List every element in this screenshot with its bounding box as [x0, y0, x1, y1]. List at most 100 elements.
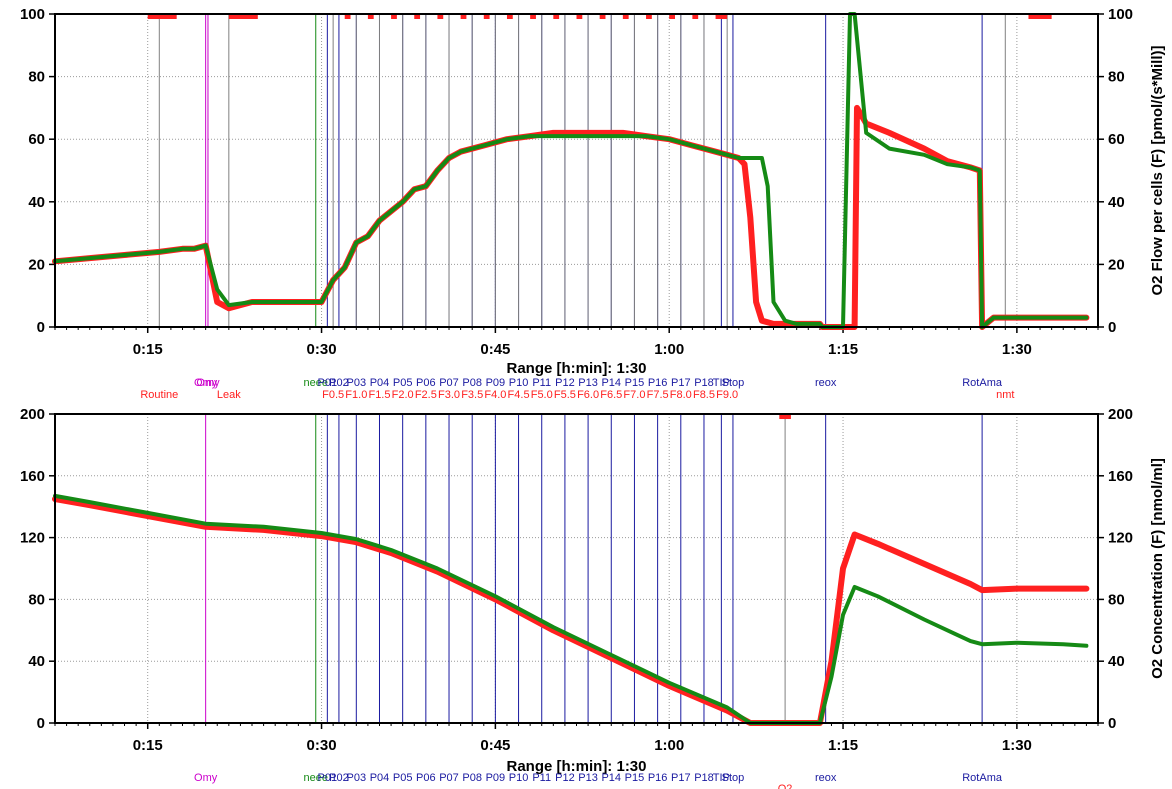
event-label: P17 [671, 377, 691, 389]
event-label: RotAma [962, 772, 1003, 784]
y-tick-label-left: 160 [20, 468, 45, 485]
event-marker-bar [692, 13, 699, 19]
event-label-red: F2.0 [392, 389, 414, 401]
series-line-green [53, 12, 1089, 329]
y-tick-label-right: 120 [1108, 530, 1133, 547]
y-axis-title-right: O2 Flow per cells (F) [pmol/(s*Mill)] [1149, 45, 1166, 295]
event-label: P03 [347, 772, 367, 784]
event-label: Omy [194, 772, 218, 784]
event-label-red: F6.0 [577, 389, 599, 401]
event-label: P04 [370, 772, 390, 784]
event-label: P15 [625, 772, 645, 784]
event-label: RotAma [962, 377, 1003, 389]
event-marker-bar [228, 13, 258, 19]
event-label-red: F8.5 [693, 389, 715, 401]
event-marker-bar [506, 13, 513, 19]
event-label: P10 [509, 377, 529, 389]
event-label: P01 [318, 377, 338, 389]
y-tick-label-left: 80 [28, 69, 45, 86]
event-label-red: Leak [217, 389, 241, 401]
event-label: P02 [329, 772, 349, 784]
event-label-red: F0.5 [322, 389, 344, 401]
event-label: P10 [509, 772, 529, 784]
event-marker-bar [367, 13, 374, 19]
event-label: P13 [578, 772, 598, 784]
series-line-red [52, 496, 1090, 726]
x-tick-label: 0:45 [480, 737, 510, 754]
event-marker-bar [779, 413, 791, 419]
event-label-red: F1.5 [368, 389, 390, 401]
event-label-red: F3.0 [438, 389, 460, 401]
event-marker-bar [530, 13, 536, 19]
event-label: TIP [713, 772, 730, 784]
y-tick-label-right: 60 [1108, 131, 1125, 148]
y-tick-label-right: 80 [1108, 69, 1125, 86]
event-label: P09 [486, 377, 506, 389]
chart-panel-bottom: 0 0 40 40 80 80 120 120 160 160 200 200 0:15 0:30 0:45… [20, 406, 1166, 789]
event-marker-bar [147, 13, 177, 19]
y-tick-label-right: 40 [1108, 194, 1125, 211]
event-label: P16 [648, 377, 668, 389]
event-marker-bar [599, 13, 606, 19]
event-label: P18 [694, 377, 714, 389]
event-label: P06 [416, 377, 436, 389]
y-tick-label-left: 120 [20, 530, 45, 547]
x-tick-label: 1:15 [828, 341, 858, 358]
event-label-red: F4.5 [508, 389, 530, 401]
x-tick-label: 1:30 [1002, 737, 1032, 754]
x-tick-label: 1:30 [1002, 341, 1032, 358]
event-marker-bar [391, 13, 397, 19]
event-label-red: F9.0 [716, 389, 738, 401]
event-label-red: O2 [778, 783, 793, 789]
event-label-red: F2.5 [415, 389, 437, 401]
event-label: P18 [694, 772, 714, 784]
event-label-red: F5.0 [531, 389, 553, 401]
y-tick-label-left: 60 [28, 131, 45, 148]
y-tick-label-left: 0 [37, 319, 45, 336]
y-tick-label-left: 40 [28, 653, 45, 670]
y-tick-label-right: 160 [1108, 468, 1133, 485]
event-label: P05 [393, 772, 413, 784]
event-label-red: nmt [996, 389, 1014, 401]
event-label: TIP [713, 377, 730, 389]
event-marker-bar [715, 13, 728, 19]
event-label: P14 [601, 377, 621, 389]
event-label: P04 [370, 377, 390, 389]
y-tick-label-left: 0 [37, 715, 45, 732]
y-tick-label-left: 100 [20, 6, 45, 23]
event-label: reox [815, 377, 837, 389]
y-tick-label-right: 0 [1108, 319, 1116, 336]
y-tick-label-left: 40 [28, 194, 45, 211]
y-tick-label-left: 20 [28, 256, 45, 273]
event-marker-bar [483, 13, 490, 19]
event-label: Stop [722, 772, 745, 784]
event-label-red: F6.5 [600, 389, 622, 401]
event-label-red: F8.0 [670, 389, 692, 401]
event-marker-bar [622, 13, 629, 19]
y-tick-label-right: 20 [1108, 256, 1125, 273]
x-tick-label: 1:00 [654, 737, 684, 754]
event-label-red: F7.5 [647, 389, 669, 401]
y-tick-label-right: 0 [1108, 715, 1116, 732]
y-tick-label-right: 40 [1108, 653, 1125, 670]
y-tick-label-left: 200 [20, 406, 45, 423]
event-label-red: F7.0 [623, 389, 645, 401]
event-label: P17 [671, 772, 691, 784]
event-marker-bar [344, 13, 351, 19]
x-tick-label: 0:30 [307, 737, 337, 754]
y-axis-title-right: O2 Concentration (F) [nmol/ml] [1149, 458, 1166, 679]
event-label: P09 [486, 772, 506, 784]
event-label: P05 [393, 377, 413, 389]
y-tick-label-right: 80 [1108, 591, 1125, 608]
x-axis-title: Range [h:min]: 1:30 [506, 758, 646, 775]
event-marker-bar [437, 13, 444, 19]
event-label: P14 [601, 772, 621, 784]
x-tick-label: 0:30 [307, 341, 337, 358]
event-label: Stop [722, 377, 745, 389]
x-tick-label: 0:15 [133, 737, 163, 754]
x-axis-title: Range [h:min]: 1:30 [506, 360, 646, 377]
event-marker-bar [646, 13, 652, 19]
event-label: P01 [318, 772, 338, 784]
chart-panel-top: 0 0 20 20 40 40 60 60 80 80 100 100 0:15 0:30 0:45 1:00… [20, 6, 1166, 401]
